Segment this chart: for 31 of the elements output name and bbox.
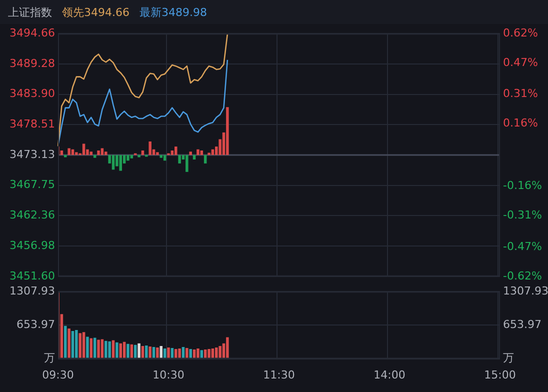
y-tick-label: 3451.60 (10, 269, 55, 282)
y2-tick-label: 万 (503, 352, 514, 365)
x-tick-label: 09:30 (42, 368, 74, 382)
y2-tick-label: 653.97 (503, 318, 542, 332)
y-tick-label: 万 (44, 352, 55, 365)
y-tick-label: 3456.98 (10, 238, 55, 252)
y-tick-label: 3473.13 (10, 148, 55, 161)
text: 最新3489.98 (140, 4, 207, 20)
y-tick-label: 3462.36 (10, 208, 55, 222)
y2-tick-label: -0.47% (503, 240, 542, 253)
chart-title: 上证指数 (8, 4, 52, 20)
x-tick-label: 11:30 (263, 368, 295, 382)
x-tick-label: 10:30 (152, 368, 184, 382)
y2-tick-label: 0.16% (503, 116, 538, 130)
y2-tick-label: -0.62% (503, 269, 542, 282)
y-tick-label: 653.97 (16, 318, 55, 332)
y2-tick-label: 0.62% (503, 26, 538, 40)
y-tick-label: 3478.51 (10, 118, 55, 131)
y2-tick-label: 0.31% (503, 87, 538, 100)
y-tick-label: 3489.28 (10, 56, 55, 70)
x-tick-label: 14:00 (374, 368, 406, 382)
x-tick-label: 15:00 (484, 368, 516, 382)
y-tick-label: 3467.75 (10, 178, 55, 192)
y-tick-label: 3494.66 (10, 26, 55, 40)
text: 领先3494.66 (62, 4, 130, 20)
y-tick-label: 1307.93 (10, 284, 55, 298)
y2-tick-label: -0.16% (503, 179, 542, 192)
y2-tick-label: 0.47% (503, 56, 538, 69)
y2-tick-label: -0.31% (503, 208, 542, 222)
y-tick-label: 3483.90 (10, 87, 55, 100)
y2-tick-label: 1307.93 (503, 284, 548, 298)
